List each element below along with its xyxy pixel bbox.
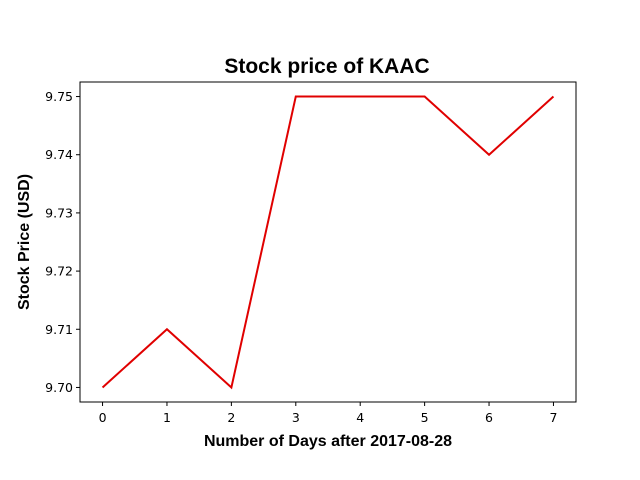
series-group [101, 95, 555, 390]
x-tick-label: 1 [163, 410, 171, 425]
x-axis-label: Number of Days after 2017-08-28 [204, 433, 452, 450]
y-tick-label: 9.72 [45, 264, 73, 279]
y-tick-label: 9.73 [45, 205, 73, 220]
plot-area [79, 81, 577, 403]
x-tick-label: 0 [99, 410, 107, 425]
series-line [101, 95, 555, 390]
y-tick-label: 9.75 [45, 89, 73, 104]
y-axis: 9.70 9.71 9.72 9.73 9.74 9.75 [45, 89, 80, 395]
x-tick-label: 7 [549, 410, 557, 425]
y-tick-label: 9.70 [45, 380, 73, 395]
x-tick-label: 4 [356, 410, 364, 425]
x-tick-label: 5 [421, 410, 429, 425]
x-axis: 0 1 2 3 4 5 6 7 [99, 402, 557, 425]
y-tick-label: 9.74 [45, 147, 73, 162]
chart-title: Stock price of KAAC [224, 55, 429, 78]
x-tick-label: 3 [292, 410, 300, 425]
x-tick-label: 2 [227, 410, 235, 425]
x-tick-label: 6 [485, 410, 493, 425]
y-axis-label: Stock Price (USD) [16, 174, 33, 310]
y-tick-label: 9.71 [45, 322, 73, 337]
